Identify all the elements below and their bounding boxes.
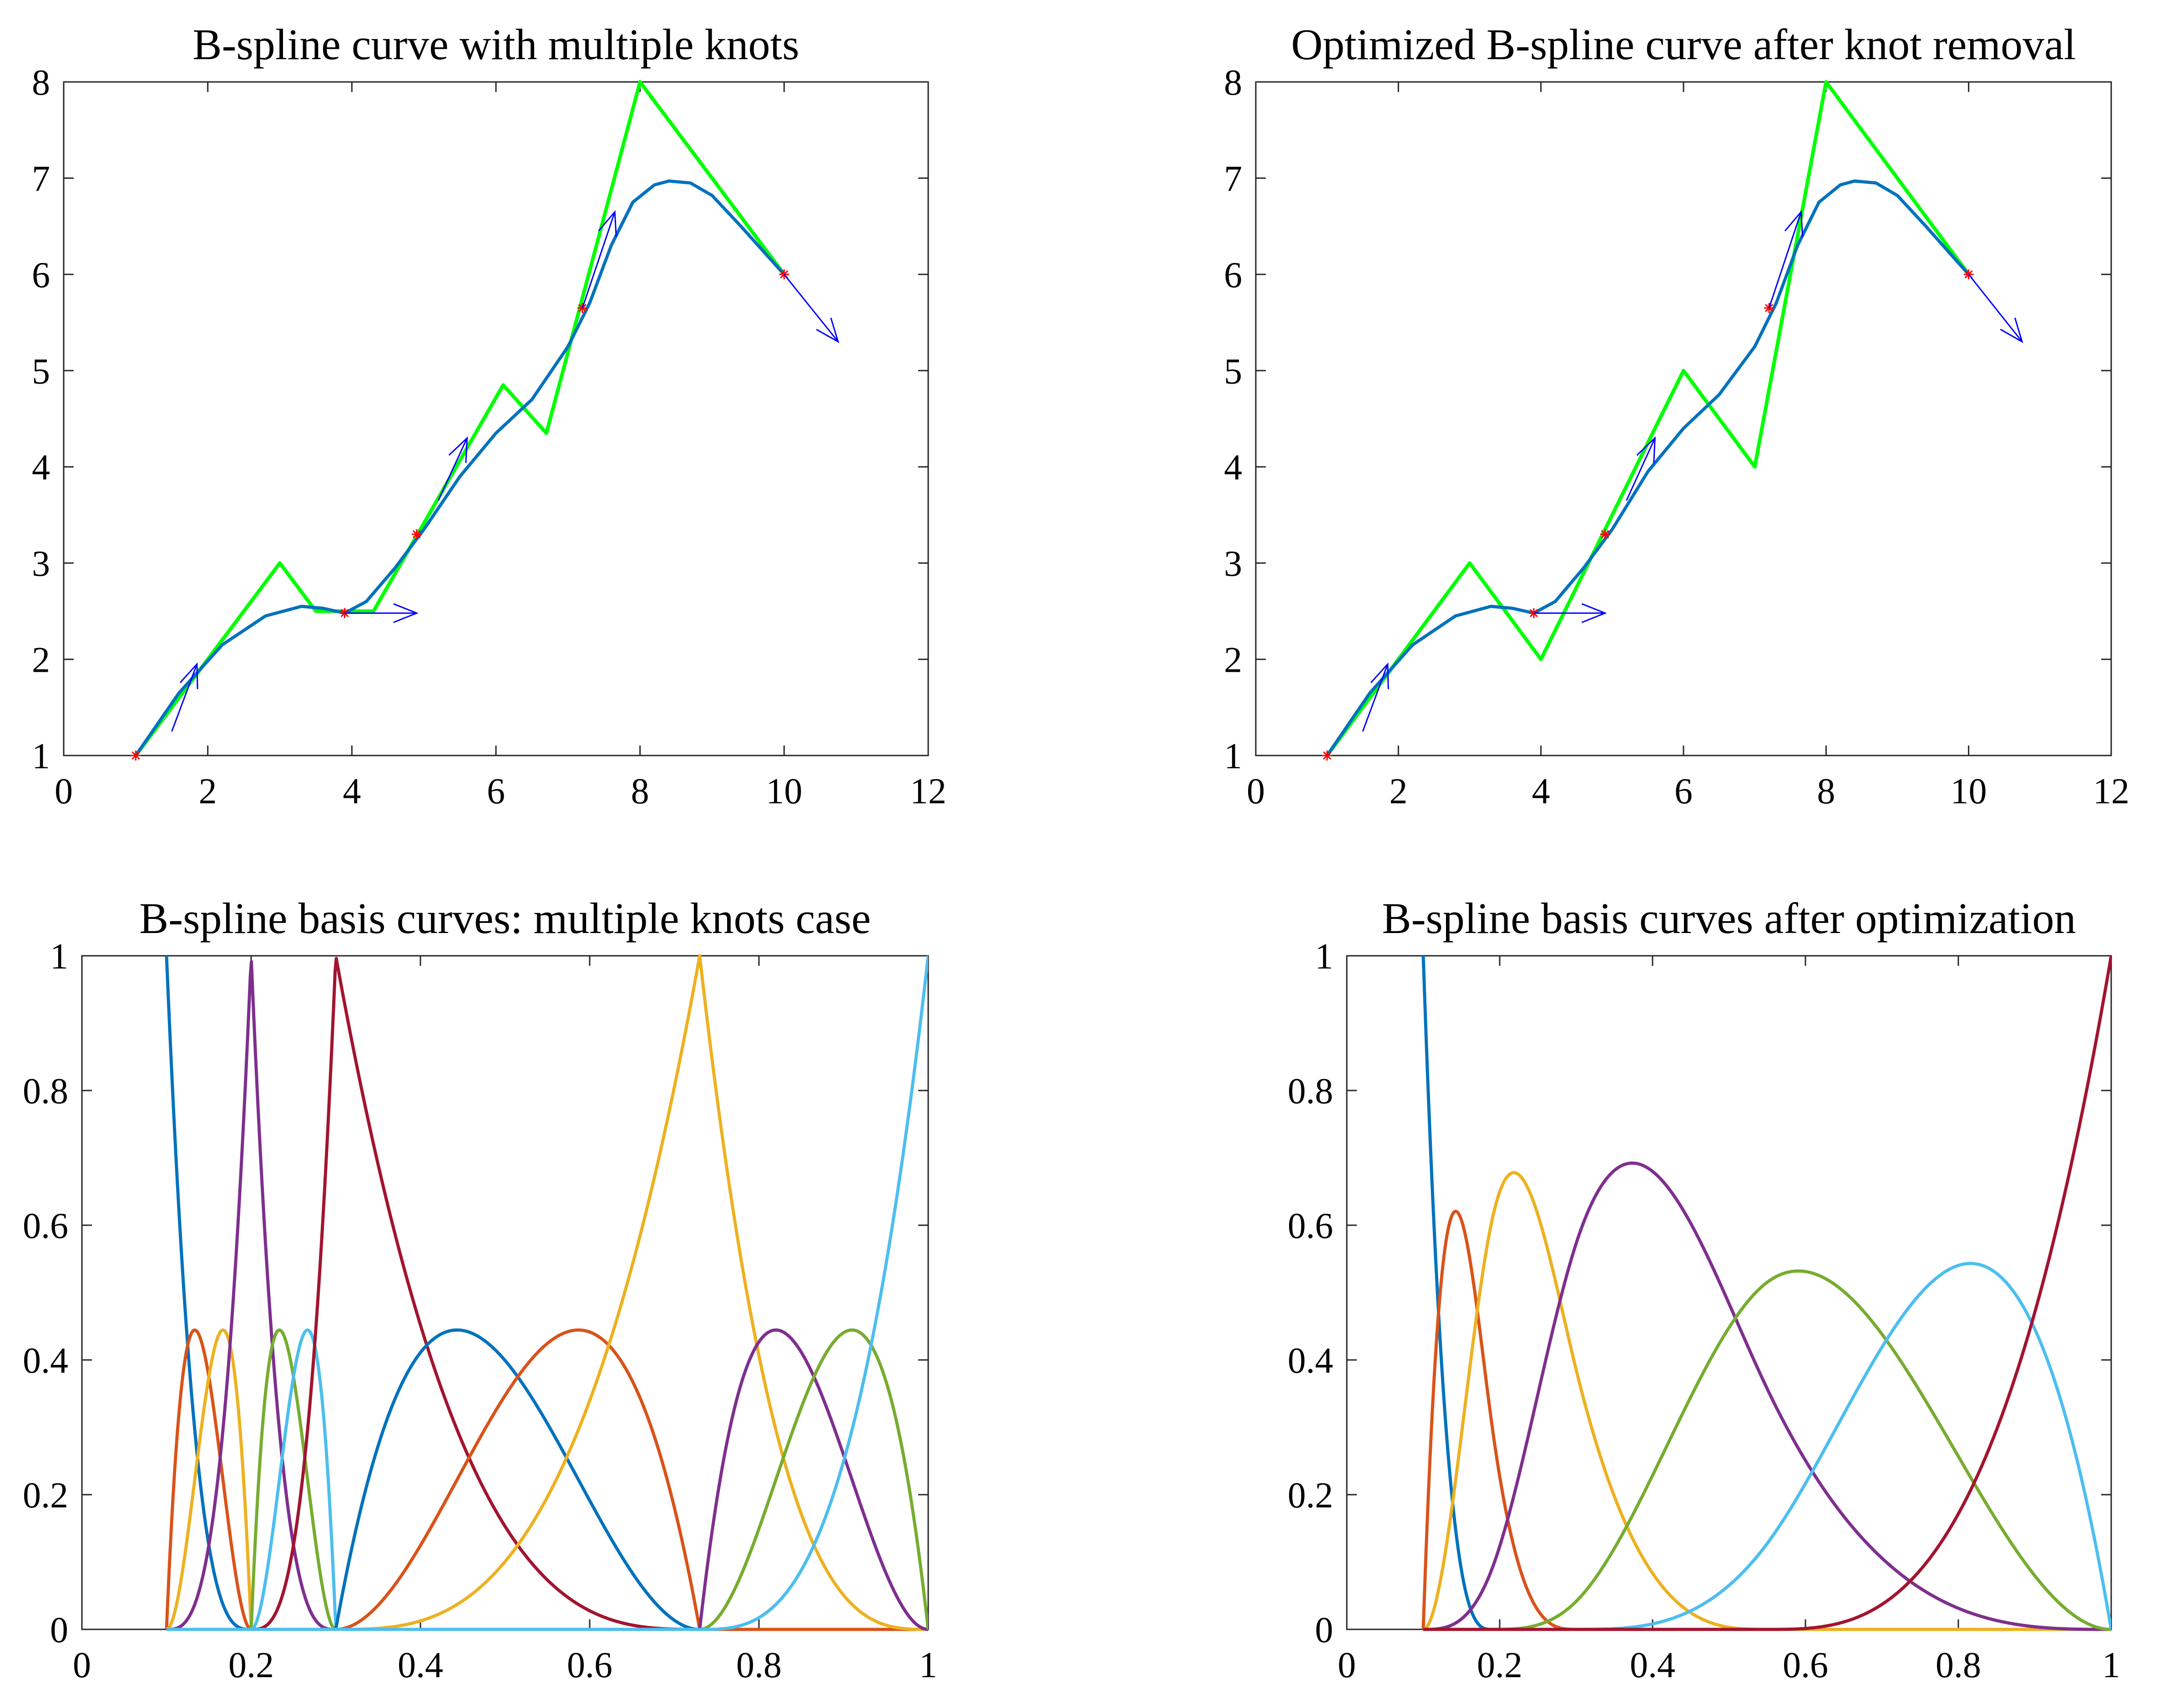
x-tick-label: 12 xyxy=(910,771,946,812)
panel-basis-multiple-knots: B-spline basis curves: multiple knots ca… xyxy=(23,894,937,1684)
panel-basis-after-optimization: B-spline basis curves after optimization… xyxy=(1288,894,2120,1684)
y-tick-label: 7 xyxy=(32,159,50,199)
x-tick-label: 0.6 xyxy=(567,1645,612,1684)
y-tick-label: 0.2 xyxy=(1288,1476,1333,1516)
control-polygon xyxy=(1325,80,1971,757)
y-tick-label: 4 xyxy=(1224,448,1242,488)
x-tick-label: 12 xyxy=(2093,771,2129,812)
x-tick-label: 0 xyxy=(1338,1645,1356,1684)
x-tick-label: 0 xyxy=(55,771,73,812)
y-tick-label: 2 xyxy=(1224,640,1242,680)
basis-function-curve xyxy=(1421,955,2111,1631)
y-tick-label: 0.4 xyxy=(1288,1341,1333,1381)
basis-function-curve xyxy=(1421,1209,2111,1631)
tangent-arrow xyxy=(784,274,839,344)
y-tick-label: 0.2 xyxy=(23,1476,68,1516)
chart-title: B-spline curve with multiple knots xyxy=(192,20,799,69)
y-tick-label: 0 xyxy=(1315,1610,1333,1650)
y-tick-label: 8 xyxy=(1224,63,1242,103)
x-tick-label: 6 xyxy=(487,771,505,812)
x-tick-label: 0.4 xyxy=(398,1645,443,1684)
panel-curve-multiple-knots: B-spline curve with multiple knots 0 2 4 6 8 1… xyxy=(32,20,946,812)
y-tick-label: 0.8 xyxy=(1288,1071,1333,1111)
x-tick-label: 0.2 xyxy=(1477,1645,1522,1684)
x-tick-label: 6 xyxy=(1674,771,1693,812)
basis-function-curve xyxy=(1422,1269,2111,1631)
x-tick-label: 0 xyxy=(1247,771,1265,812)
y-tick-label: 0.6 xyxy=(23,1206,68,1246)
data-point-marker xyxy=(411,529,422,539)
y-tick-label: 0.4 xyxy=(23,1341,68,1381)
y-tick-label: 0.6 xyxy=(1288,1206,1333,1246)
x-tick-label: 10 xyxy=(766,771,802,812)
x-tick-label: 0.4 xyxy=(1630,1645,1675,1684)
axes-frame xyxy=(1346,955,2112,1630)
chart-title: Optimized B-spline curve after knot remo… xyxy=(1291,20,2076,69)
axes-frame xyxy=(1255,81,2112,756)
y-tick-label: 1 xyxy=(1315,937,1333,977)
y-tick-label: 0 xyxy=(50,1610,68,1650)
y-tick-label: 0.8 xyxy=(23,1071,68,1111)
y-tick-label: 8 xyxy=(32,63,50,103)
y-tick-label: 1 xyxy=(1224,736,1242,776)
y-tick-label: 3 xyxy=(1224,544,1242,584)
y-tick-label: 4 xyxy=(32,448,50,488)
basis-function-curve xyxy=(165,955,928,1631)
y-tick-label: 1 xyxy=(50,937,68,977)
x-tick-label: 0 xyxy=(73,1645,91,1684)
chart-title: B-spline basis curves: multiple knots ca… xyxy=(139,894,871,943)
x-tick-label: 2 xyxy=(1389,771,1407,812)
basis-function-curve xyxy=(166,955,928,1631)
chart-title: B-spline basis curves after optimization xyxy=(1382,894,2076,943)
x-tick-label: 0.8 xyxy=(736,1645,782,1684)
axes-frame xyxy=(63,81,929,756)
y-tick-label: 5 xyxy=(32,351,50,391)
y-tick-label: 3 xyxy=(32,544,50,584)
x-tick-label: 8 xyxy=(631,771,649,812)
data-point-marker xyxy=(1322,751,1332,761)
data-point-marker xyxy=(1600,529,1610,539)
y-tick-label: 6 xyxy=(32,255,50,295)
x-tick-label: 0.2 xyxy=(228,1645,274,1684)
x-tick-label: 4 xyxy=(343,771,361,812)
tangent-arrow xyxy=(581,210,617,309)
x-tick-label: 1 xyxy=(2102,1645,2120,1684)
tangent-arrow xyxy=(1626,436,1656,501)
tangent-arrow xyxy=(1362,662,1389,732)
basis-function-curve xyxy=(1422,955,2111,1631)
bspline-curve xyxy=(134,179,786,757)
y-tick-label: 5 xyxy=(1224,351,1242,391)
x-tick-label: 10 xyxy=(1951,771,1987,812)
tangent-arrow xyxy=(1768,210,1804,309)
tangent-arrow xyxy=(344,603,419,623)
x-tick-label: 2 xyxy=(199,771,217,812)
tangent-arrow xyxy=(171,662,198,732)
y-tick-label: 1 xyxy=(32,736,50,776)
y-tick-label: 2 xyxy=(32,640,50,680)
panel-curve-after-knot-removal: Optimized B-spline curve after knot remo… xyxy=(1224,20,2129,812)
basis-function-curve xyxy=(166,960,928,1631)
bspline-curve xyxy=(1325,179,1971,757)
x-tick-label: 1 xyxy=(919,1645,937,1684)
x-tick-label: 0.8 xyxy=(1936,1645,1981,1684)
basis-function-curve xyxy=(166,957,928,1631)
basis-function-curve xyxy=(166,954,928,1631)
tangent-arrow xyxy=(1534,603,1607,623)
basis-function-curve xyxy=(1422,1162,2111,1631)
data-point-marker xyxy=(131,751,141,761)
x-tick-label: 0.6 xyxy=(1783,1645,1828,1684)
tangent-arrow xyxy=(1968,274,2023,344)
y-tick-label: 6 xyxy=(1224,255,1242,295)
tangent-arrow xyxy=(437,436,468,501)
control-polygon xyxy=(134,80,786,757)
y-tick-label: 7 xyxy=(1224,159,1242,199)
x-tick-label: 8 xyxy=(1817,771,1835,812)
x-tick-label: 4 xyxy=(1532,771,1550,812)
